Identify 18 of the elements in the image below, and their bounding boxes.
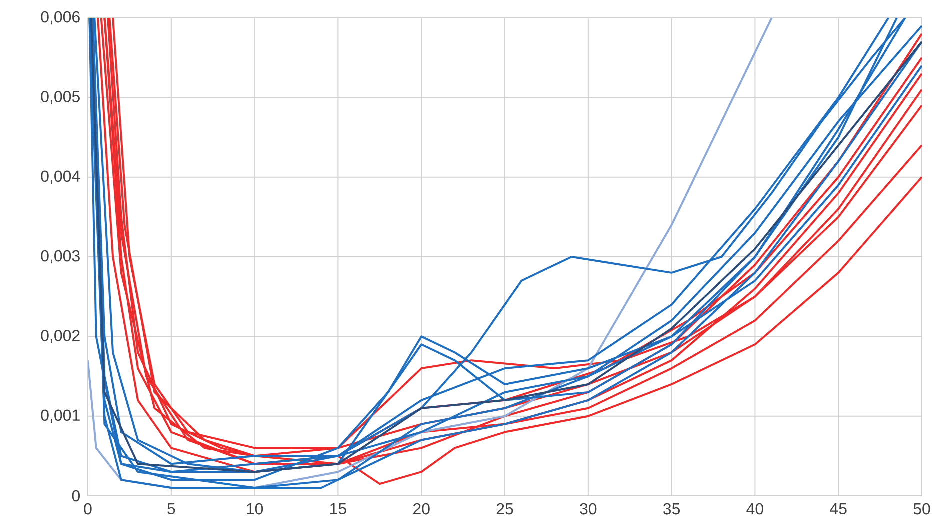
- x-tick-label: 40: [746, 503, 764, 515]
- y-tick-label: 0,004: [41, 170, 80, 184]
- x-tick-label: 5: [168, 503, 176, 515]
- y-tick-label: 0: [72, 490, 80, 502]
- y-tick-label: 0,002: [41, 330, 80, 344]
- x-tick-label: 30: [580, 503, 597, 515]
- x-tick-label: 10: [247, 503, 264, 515]
- x-tick-label: 25: [496, 503, 514, 515]
- x-tick-label: 20: [414, 503, 430, 515]
- x-tick-label: 45: [830, 503, 847, 515]
- x-tick-label: 50: [914, 503, 930, 515]
- y-tick-label: 0,001: [41, 410, 80, 423]
- x-tick-label: 15: [330, 503, 346, 515]
- x-tick-label: 0: [84, 503, 92, 515]
- x-tick-label: 35: [664, 503, 680, 515]
- y-tick-label: 0,005: [41, 91, 80, 104]
- y-tick-label: 0,003: [41, 250, 80, 264]
- y-tick-label: 0,006: [41, 11, 80, 25]
